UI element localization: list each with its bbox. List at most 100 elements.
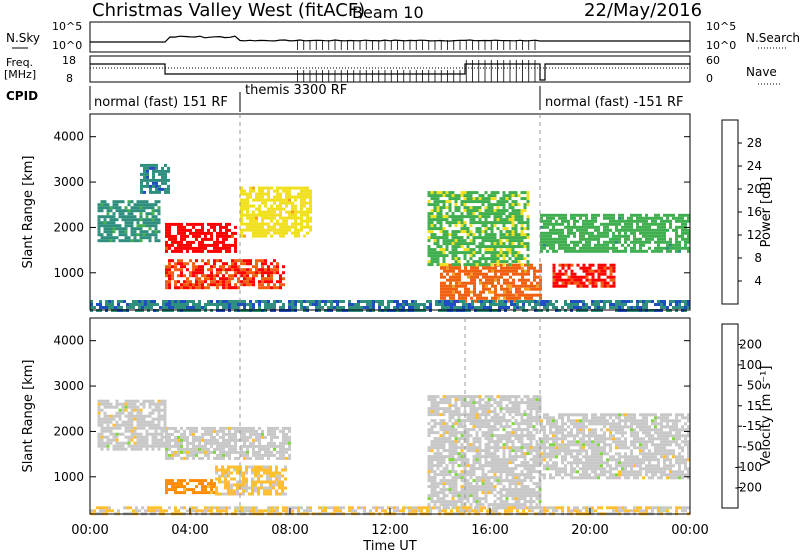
power-cell <box>472 212 476 216</box>
power-cell <box>657 300 660 303</box>
power-cell <box>252 271 255 275</box>
power-cell <box>118 206 122 210</box>
power-cell <box>327 306 330 309</box>
power-cell <box>152 181 155 185</box>
velocity-cell <box>225 453 228 457</box>
power-cell <box>570 275 574 279</box>
power-cell <box>645 216 648 220</box>
velocity-cell <box>151 411 155 415</box>
power-cell <box>457 197 461 201</box>
power-cell <box>164 172 167 176</box>
power-cell <box>612 234 615 238</box>
power-cell <box>520 254 524 258</box>
velocity-cell <box>213 482 216 486</box>
velocity-cell <box>224 492 227 496</box>
power-cell <box>597 249 600 253</box>
power-cell <box>121 233 125 237</box>
power-cell <box>216 240 219 244</box>
velocity-cell <box>219 450 222 454</box>
velocity-cell <box>251 489 254 493</box>
power-cell <box>479 293 482 297</box>
power-cell <box>300 213 303 217</box>
power-cell <box>216 303 219 306</box>
velocity-cell <box>442 488 446 492</box>
power-cell <box>139 203 143 207</box>
velocity-cell <box>228 429 231 433</box>
power-cell <box>502 257 506 261</box>
power-cell <box>192 222 195 226</box>
velocity-cell <box>216 447 219 451</box>
power-cell <box>130 233 134 237</box>
velocity-cell <box>171 485 174 489</box>
power-cell <box>213 225 216 229</box>
power-cell <box>573 246 576 250</box>
velocity-cell <box>430 443 434 447</box>
power-cell <box>427 254 431 258</box>
power-cell <box>684 231 687 235</box>
power-cell <box>500 287 503 291</box>
velocity-cell <box>97 432 101 436</box>
velocity-cell <box>460 422 464 426</box>
power-cell <box>300 192 303 196</box>
velocity-cell <box>278 486 281 490</box>
velocity-cell <box>100 399 104 403</box>
power-cell <box>249 186 252 190</box>
power-cell <box>279 283 282 287</box>
velocity-cell <box>481 455 485 459</box>
power-cell <box>573 216 576 220</box>
power-cell <box>154 209 158 213</box>
power-cell <box>158 187 161 191</box>
velocity-cell <box>454 452 458 456</box>
power-cell <box>514 227 518 231</box>
velocity-cell <box>130 423 134 427</box>
power-cell <box>148 227 152 231</box>
power-cell <box>606 300 609 303</box>
power-cell <box>663 246 666 250</box>
power-cell <box>309 228 312 232</box>
velocity-cell <box>142 435 146 439</box>
power-cell <box>505 245 509 249</box>
power-cell <box>124 218 128 222</box>
power-cell <box>484 251 488 255</box>
power-cell <box>97 239 101 243</box>
power-cell <box>540 225 543 229</box>
velocity-cell <box>136 405 140 409</box>
power-cell <box>258 195 261 199</box>
power-cell <box>276 219 279 223</box>
velocity-cell <box>451 449 455 453</box>
power-cell <box>642 219 645 223</box>
power-cell <box>168 268 171 272</box>
velocity-cell <box>475 413 479 417</box>
velocity-cell <box>469 413 473 417</box>
power-cell <box>490 221 494 225</box>
velocity-cell <box>258 453 261 457</box>
velocity-cell <box>469 488 473 492</box>
power-cell <box>606 249 609 253</box>
power-cell <box>180 262 183 266</box>
velocity-cell <box>448 443 452 447</box>
power-cell <box>669 303 672 306</box>
velocity-cell <box>481 425 485 429</box>
power-cell <box>591 303 594 306</box>
velocity-cell <box>222 450 225 454</box>
velocity-cell <box>157 420 161 424</box>
power-cell <box>579 213 582 217</box>
velocity-cell <box>285 441 288 445</box>
velocity-cell <box>264 453 267 457</box>
power-cell <box>487 209 491 213</box>
power-cell <box>207 231 210 235</box>
velocity-cell <box>282 432 285 436</box>
velocity-cell <box>276 450 279 454</box>
velocity-cell <box>433 419 437 423</box>
velocity-cell <box>279 429 282 433</box>
power-cell <box>463 254 467 258</box>
velocity-cell <box>195 485 198 489</box>
velocity-cell <box>183 488 186 492</box>
power-cell <box>612 303 615 306</box>
power-cell <box>546 222 549 226</box>
power-cell <box>216 283 219 287</box>
velocity-cell <box>267 432 270 436</box>
velocity-cell <box>490 485 494 489</box>
velocity-cell <box>472 398 476 402</box>
power-cell <box>249 204 252 208</box>
